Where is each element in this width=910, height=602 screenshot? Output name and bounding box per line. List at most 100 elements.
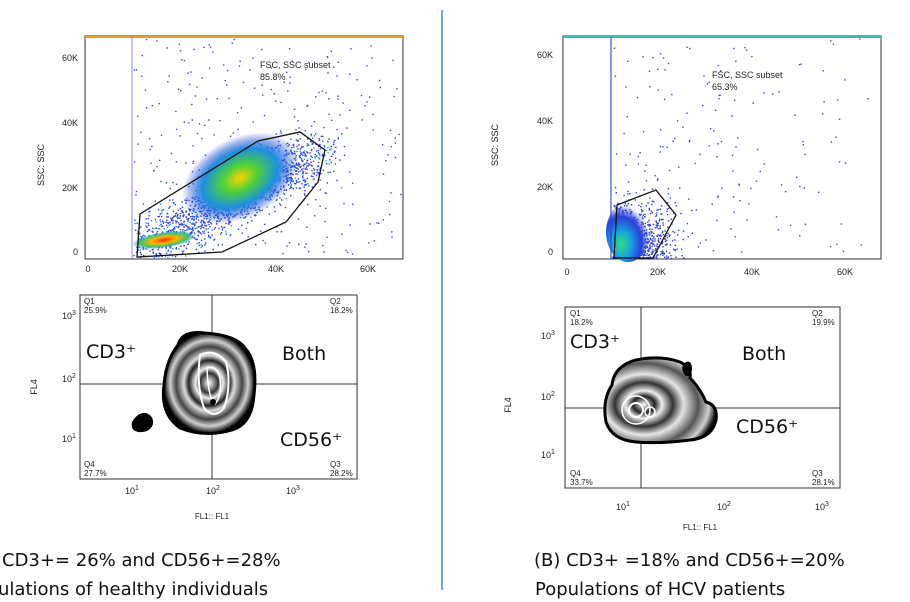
scatter-point bbox=[625, 86, 627, 88]
scatter-point bbox=[282, 253, 284, 255]
scatter-point bbox=[241, 224, 243, 226]
scatter-point bbox=[666, 146, 668, 149]
scatter-point bbox=[145, 222, 148, 224]
scatter-point bbox=[706, 83, 709, 85]
scatter-point bbox=[789, 224, 792, 227]
scatter-point bbox=[302, 172, 304, 174]
scatter-point bbox=[168, 207, 170, 209]
scatter-point bbox=[674, 137, 676, 140]
scatter-point bbox=[187, 228, 189, 230]
scatter-point bbox=[318, 91, 320, 94]
scatter-point bbox=[310, 175, 312, 177]
scatter-point bbox=[313, 120, 316, 123]
y-tick-label: 20K bbox=[537, 182, 553, 192]
scatter-point bbox=[181, 201, 183, 203]
scatter-point bbox=[178, 224, 180, 226]
scatter-point bbox=[288, 48, 291, 50]
scatter-point bbox=[666, 210, 668, 213]
scatter-point bbox=[646, 253, 648, 255]
scatter-point bbox=[325, 163, 328, 165]
scatter-point bbox=[224, 79, 226, 82]
scatter-point bbox=[148, 229, 150, 231]
scatter-point bbox=[732, 170, 734, 172]
scatter-point bbox=[222, 227, 224, 229]
scatter-point bbox=[181, 210, 184, 212]
scatter-point bbox=[343, 202, 345, 205]
scatter-point bbox=[204, 250, 206, 252]
scatter-point bbox=[304, 179, 307, 181]
scatter-point bbox=[757, 148, 759, 151]
quadrant-q4-label: Q4 bbox=[570, 469, 581, 478]
scatter-point bbox=[134, 219, 136, 221]
scatter-point bbox=[803, 187, 806, 189]
scatter-point bbox=[391, 236, 393, 238]
scatter-point bbox=[311, 186, 314, 188]
scatter-point bbox=[376, 222, 378, 224]
scatter-point bbox=[625, 164, 627, 166]
scatter-point bbox=[670, 257, 672, 260]
scatter-point bbox=[666, 208, 668, 210]
scatter-point bbox=[668, 169, 671, 172]
scatter-point bbox=[802, 140, 804, 143]
scatter-point bbox=[330, 147, 332, 150]
scatter-point bbox=[270, 88, 272, 91]
scatter-point bbox=[687, 235, 689, 238]
scatter-point bbox=[190, 71, 192, 73]
scatter-point bbox=[210, 223, 213, 225]
scatter-point bbox=[668, 252, 671, 254]
scatter-point bbox=[196, 86, 198, 88]
scatter-point bbox=[318, 139, 321, 142]
scatter-point bbox=[169, 247, 172, 249]
scatter-point bbox=[155, 227, 157, 229]
scatter-point bbox=[668, 207, 670, 210]
scatter-point bbox=[672, 230, 674, 233]
scatter-point bbox=[145, 218, 147, 220]
scatter-point bbox=[313, 135, 316, 137]
scatter-point bbox=[290, 195, 292, 197]
scatter-point bbox=[283, 193, 286, 195]
scatter-point bbox=[194, 222, 196, 225]
scatter-point bbox=[299, 187, 301, 189]
scatter-point bbox=[165, 182, 167, 184]
scatter-point bbox=[652, 223, 655, 226]
scatter-point bbox=[167, 250, 169, 252]
scatter-point bbox=[311, 137, 314, 139]
scatter-point bbox=[149, 250, 151, 252]
scatter-point bbox=[304, 153, 306, 155]
scatter-point bbox=[647, 254, 649, 257]
x-tick-label: 103 bbox=[286, 485, 300, 496]
scatter-point bbox=[303, 186, 305, 188]
scatter-point bbox=[333, 142, 335, 144]
scatter-point bbox=[159, 213, 161, 215]
scatter-point bbox=[268, 213, 270, 215]
y-tick-label: 102 bbox=[62, 373, 76, 384]
scatter-point bbox=[192, 226, 194, 229]
scatter-point bbox=[319, 167, 321, 169]
scatter-point bbox=[389, 213, 391, 216]
scatter-point bbox=[183, 121, 186, 123]
scatter-point bbox=[656, 225, 658, 228]
scatter-point bbox=[674, 244, 676, 246]
scatter-point bbox=[166, 213, 169, 215]
scatter-point bbox=[650, 242, 652, 245]
scatter-point bbox=[185, 247, 188, 249]
scatter-point bbox=[651, 235, 653, 237]
scatter-point bbox=[674, 248, 676, 251]
scatter-point bbox=[315, 96, 317, 98]
scatter-point bbox=[717, 64, 719, 67]
scatter-point bbox=[661, 242, 663, 245]
scatter-point bbox=[174, 255, 177, 258]
scatter-point bbox=[721, 187, 723, 189]
quadrant-q1-label: Q1 bbox=[84, 297, 95, 306]
scatter-point bbox=[667, 188, 670, 190]
scatter-point bbox=[209, 226, 211, 228]
scatter-point bbox=[391, 231, 393, 233]
scatter-point bbox=[302, 170, 304, 173]
scatter-point bbox=[650, 232, 652, 234]
scatter-point bbox=[188, 217, 190, 220]
scatter-point bbox=[666, 257, 668, 259]
scatter-point bbox=[660, 205, 663, 207]
scatter-point bbox=[669, 197, 672, 199]
scatter-point bbox=[303, 179, 305, 181]
scatter-point bbox=[356, 79, 358, 81]
